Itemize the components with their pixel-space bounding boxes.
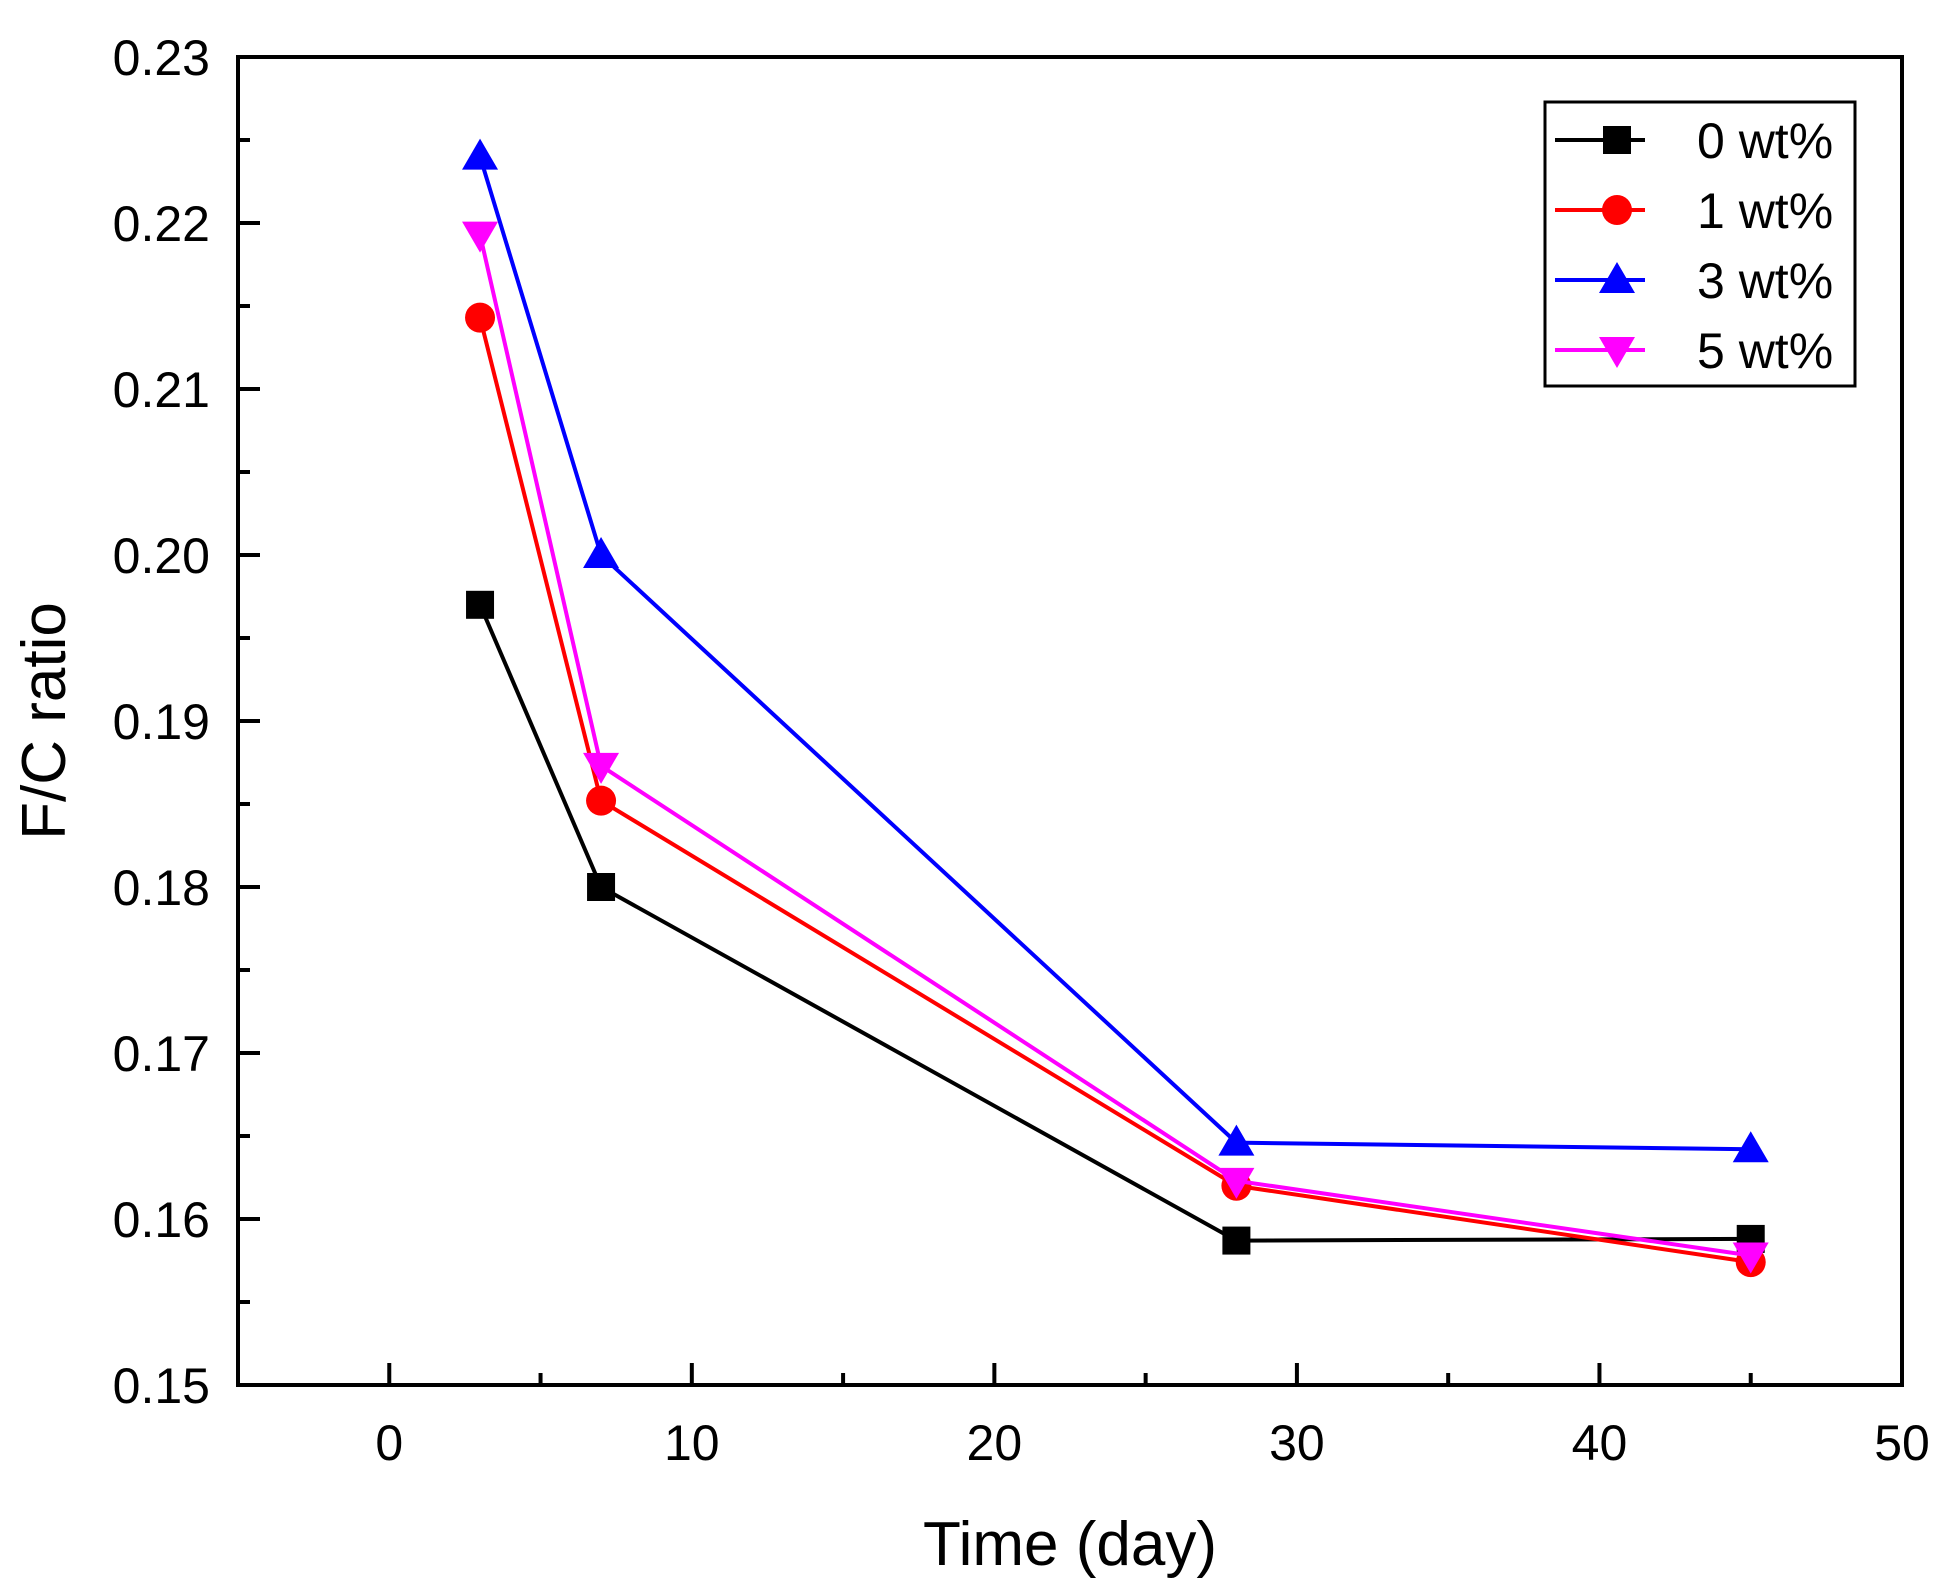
data-point [587, 873, 616, 901]
x-tick-label: 40 [1572, 1415, 1628, 1471]
y-tick-label: 0.15 [113, 1358, 210, 1414]
data-point [1218, 1124, 1255, 1156]
legend-marker [1602, 195, 1632, 225]
legend-marker [1599, 337, 1635, 368]
legend-label: 3 wt% [1697, 253, 1833, 309]
y-tick-label: 0.18 [113, 860, 210, 916]
y-tick-label: 0.16 [113, 1192, 210, 1248]
data-point [1222, 1226, 1251, 1255]
legend: 0 wt% 1 wt% 3 wt% 5 wt% [1543, 100, 1857, 388]
legend-label: 5 wt% [1697, 323, 1833, 379]
x-tick-label: 30 [1269, 1415, 1325, 1471]
y-tick-label: 0.20 [113, 528, 210, 584]
x-tick-label: 20 [967, 1415, 1023, 1471]
y-axis-label: F/C ratio [10, 602, 79, 840]
y-tick-label: 0.19 [113, 694, 210, 750]
legend-marker [1603, 126, 1631, 154]
data-point [465, 302, 496, 333]
legend-label: 0 wt% [1697, 113, 1833, 169]
plot-frame [236, 55, 1904, 1387]
series-line [478, 317, 1752, 1265]
x-axis-label: Time (day) [923, 1510, 1217, 1579]
x-tick-label: 50 [1874, 1415, 1930, 1471]
legend-label: 1 wt% [1697, 183, 1833, 239]
x-tick-label: 0 [375, 1415, 403, 1471]
y-tick-label: 0.22 [113, 196, 210, 252]
legend-marker [1599, 262, 1635, 293]
y-tick-label: 0.23 [113, 30, 210, 86]
series-layer [462, 138, 1769, 1278]
x-tick-label: 10 [664, 1415, 720, 1471]
data-point [1732, 1131, 1769, 1163]
series-group [462, 221, 1769, 1274]
data-point [462, 221, 499, 253]
data-point [583, 537, 620, 568]
data-point [1732, 1242, 1769, 1274]
y-tick-label: 0.21 [113, 362, 210, 418]
data-point [586, 785, 617, 816]
series-group [462, 138, 1769, 1163]
data-point [462, 138, 499, 170]
series-line [478, 604, 1751, 1243]
data-point [466, 590, 495, 619]
series-line [478, 156, 1751, 1152]
legend-box [1543, 100, 1857, 388]
axis-layer: 0 10 20 30 40 50 0.15 0.16 0.17 0.18 0.19 0.20 0.21 0… [113, 30, 1930, 1471]
y-tick-label: 0.17 [113, 1026, 210, 1082]
data-point [583, 752, 620, 784]
series-line [478, 234, 1752, 1258]
data-point [1218, 1167, 1255, 1199]
